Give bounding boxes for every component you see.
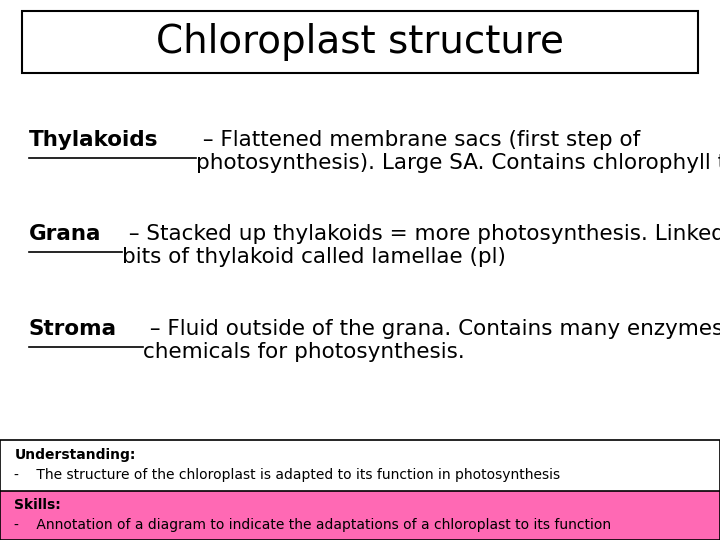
FancyBboxPatch shape [0, 440, 720, 494]
Text: – Flattened membrane sacs (first step of
photosynthesis). Large SA. Contains chl: – Flattened membrane sacs (first step of… [196, 130, 720, 173]
Text: – Stacked up thylakoids = more photosynthesis. Linked by
bits of thylakoid calle: – Stacked up thylakoids = more photosynt… [122, 224, 720, 267]
Text: – Fluid outside of the grana. Contains many enzymes and
chemicals for photosynth: – Fluid outside of the grana. Contains m… [143, 319, 720, 362]
Text: Understanding:: Understanding: [14, 448, 136, 462]
Text: Grana: Grana [29, 224, 102, 244]
Text: -    Annotation of a diagram to indicate the adaptations of a chloroplast to its: - Annotation of a diagram to indicate th… [14, 518, 611, 532]
Text: Chloroplast structure: Chloroplast structure [156, 23, 564, 60]
Text: Stroma: Stroma [29, 319, 117, 339]
FancyBboxPatch shape [0, 491, 720, 540]
FancyBboxPatch shape [22, 11, 698, 73]
Text: Skills:: Skills: [14, 498, 61, 512]
Text: -    The structure of the chloroplast is adapted to its function in photosynthes: - The structure of the chloroplast is ad… [14, 468, 561, 482]
Text: Thylakoids: Thylakoids [29, 130, 158, 150]
